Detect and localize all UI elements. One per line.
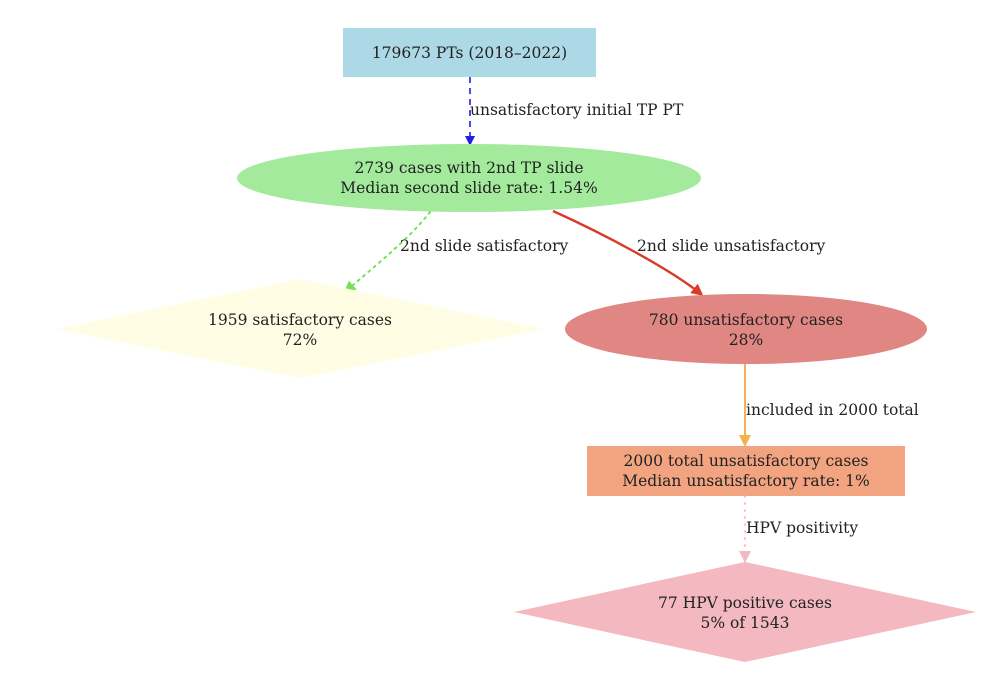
edge-unsatisfactory: 2nd slide unsatisfactory [552, 209, 826, 296]
start-node-label: 179673 PTs (2018–2022) [372, 44, 567, 62]
hpv-positive-node-line2: 5% of 1543 [701, 614, 790, 632]
hpv-positive-node-line1: 77 HPV positive cases [658, 594, 832, 612]
start-node: 179673 PTs (2018–2022) [343, 28, 596, 77]
total-unsatisfactory-node-line1: 2000 total unsatisfactory cases [624, 452, 869, 470]
edge-initial-tp: unsatisfactory initial TP PT [465, 77, 684, 146]
satisfactory-node-line2: 72% [283, 331, 317, 349]
hpv-positive-node-shape [514, 562, 976, 662]
edge-initial-tp-label: unsatisfactory initial TP PT [470, 101, 684, 119]
unsatisfactory-node-line2: 28% [729, 331, 763, 349]
satisfactory-node-line1: 1959 satisfactory cases [208, 311, 392, 329]
second-slide-node-line1: 2739 cases with 2nd TP slide [354, 159, 583, 177]
second-slide-node: 2739 cases with 2nd TP slide Median seco… [237, 144, 701, 212]
edge-included-label: included in 2000 total [746, 401, 919, 419]
satisfactory-node-shape [56, 279, 544, 378]
edge-hpv: HPV positivity [739, 495, 858, 563]
unsatisfactory-node-shape [565, 294, 927, 364]
hpv-positive-node: 77 HPV positive cases 5% of 1543 [514, 562, 976, 662]
second-slide-node-shape [237, 144, 701, 212]
edge-satisfactory-path [343, 211, 431, 293]
unsatisfactory-node-line1: 780 unsatisfactory cases [649, 311, 843, 329]
total-unsatisfactory-node: 2000 total unsatisfactory cases Median u… [587, 446, 905, 496]
start-node-shape [343, 28, 596, 77]
edge-hpv-label: HPV positivity [746, 519, 858, 537]
edge-unsatisfactory-path [552, 209, 704, 296]
second-slide-node-line2: Median second slide rate: 1.54% [340, 179, 597, 197]
unsatisfactory-node: 780 unsatisfactory cases 28% [565, 294, 927, 364]
total-unsatisfactory-node-shape [587, 446, 905, 496]
edge-satisfactory-label: 2nd slide satisfactory [400, 237, 569, 255]
edge-unsatisfactory-label: 2nd slide unsatisfactory [637, 237, 826, 255]
edge-satisfactory: 2nd slide satisfactory [343, 211, 569, 293]
satisfactory-node: 1959 satisfactory cases 72% [56, 279, 544, 378]
edge-included: included in 2000 total [739, 364, 919, 447]
total-unsatisfactory-node-line2: Median unsatisfactory rate: 1% [622, 472, 869, 490]
